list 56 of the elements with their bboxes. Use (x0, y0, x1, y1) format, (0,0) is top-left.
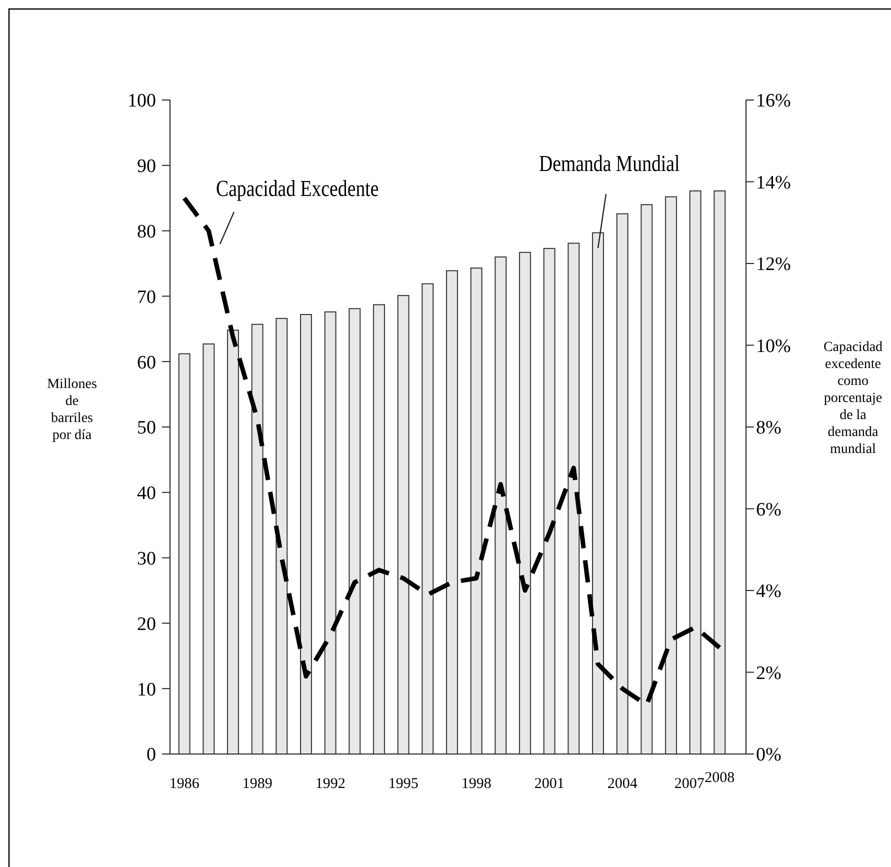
x-tick-label: 2007 (674, 776, 705, 792)
bar (348, 308, 361, 754)
bar (568, 242, 580, 754)
bar (494, 256, 507, 754)
x-tick-label: 2001 (534, 776, 564, 792)
y2-tick-label: 4% (756, 581, 782, 602)
y-tick-label: 30 (137, 548, 156, 570)
bar (470, 268, 482, 754)
y-tick-label: 0 (146, 744, 156, 766)
x-tick-label: 2008 (704, 770, 735, 786)
y2-tick-label: 14% (756, 172, 791, 194)
x-tick-label: 1989 (242, 776, 272, 792)
y-tick-label: 80 (137, 221, 156, 242)
bar (276, 318, 288, 754)
bar (227, 330, 239, 754)
bar (640, 204, 653, 754)
y2-tick-label: 0% (756, 744, 782, 766)
annotation: Capacidad Excedente (216, 175, 379, 202)
annotation: Demanda Mundial (539, 150, 680, 176)
y-tick-label: 10 (137, 679, 156, 700)
y-tick-label: 40 (137, 483, 156, 504)
bar (178, 353, 190, 754)
y-tick-label: 90 (137, 156, 156, 178)
x-tick-label: 1995 (388, 776, 418, 792)
bar (665, 196, 677, 754)
y-tick-label: 70 (137, 286, 156, 308)
bar (616, 213, 628, 754)
x-tick-label: 1992 (315, 776, 346, 792)
y2-tick-label: 10% (756, 336, 791, 357)
y2-tick-label: 12% (756, 254, 791, 276)
x-tick-label: 1986 (169, 776, 200, 792)
bar (689, 190, 702, 754)
y2-tick-label: 16% (756, 90, 791, 112)
y2-tick-label: 2% (756, 662, 782, 684)
x-tick-label: 2004 (607, 776, 638, 792)
bar (202, 343, 215, 754)
y-axis-title: Millones de barriles por día (47, 377, 97, 443)
bar (592, 232, 604, 754)
y2-tick-label: 6% (756, 499, 782, 520)
y2-axis-title: Capacidad excedente como porcentaje de la demanda mundial (823, 340, 883, 457)
bar (251, 324, 264, 754)
y-tick-label: 50 (137, 418, 156, 439)
y-tick-label: 100 (128, 90, 156, 112)
y-tick-label: 20 (137, 614, 156, 635)
bar (397, 295, 410, 754)
x-tick-label: 1998 (461, 776, 492, 792)
y-tick-label: 60 (137, 352, 156, 374)
y2-tick-label: 8% (756, 418, 782, 439)
bar (519, 252, 531, 754)
bar (446, 270, 458, 754)
bar (373, 304, 385, 754)
bar (714, 190, 726, 754)
bar (300, 314, 312, 754)
bar (543, 248, 556, 754)
bar (324, 311, 336, 754)
bar (422, 283, 434, 754)
